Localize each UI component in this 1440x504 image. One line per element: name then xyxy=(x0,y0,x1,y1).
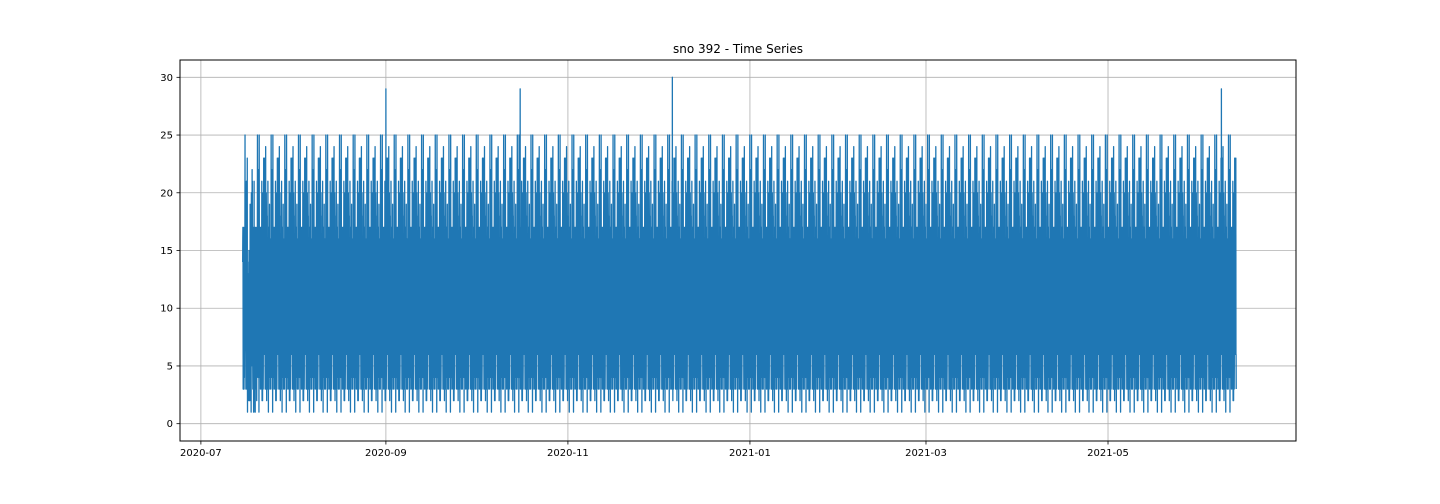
chart-title: sno 392 - Time Series xyxy=(673,42,803,56)
x-tick-label: 2021-05 xyxy=(1087,448,1129,459)
y-tick-label: 20 xyxy=(160,188,173,199)
y-tick-label: 30 xyxy=(160,73,173,84)
axis-ticks: 0 5 10 15 20 25 30 2020-07 2020-09 2020-11 2021-01… xyxy=(160,73,1129,459)
x-tick-label: 2020-07 xyxy=(180,448,222,459)
y-tick-label: 5 xyxy=(167,361,173,372)
x-tick-label: 2020-09 xyxy=(365,448,407,459)
series-line xyxy=(242,76,1237,413)
x-tick-label: 2021-01 xyxy=(729,448,771,459)
y-tick-label: 0 xyxy=(167,419,173,430)
series-layer xyxy=(242,76,1237,413)
y-tick-label: 15 xyxy=(160,246,173,257)
y-tick-label: 10 xyxy=(160,304,173,315)
x-tick-label: 2021-03 xyxy=(905,448,947,459)
x-tick-label: 2020-11 xyxy=(547,448,589,459)
y-tick-label: 25 xyxy=(160,131,173,142)
